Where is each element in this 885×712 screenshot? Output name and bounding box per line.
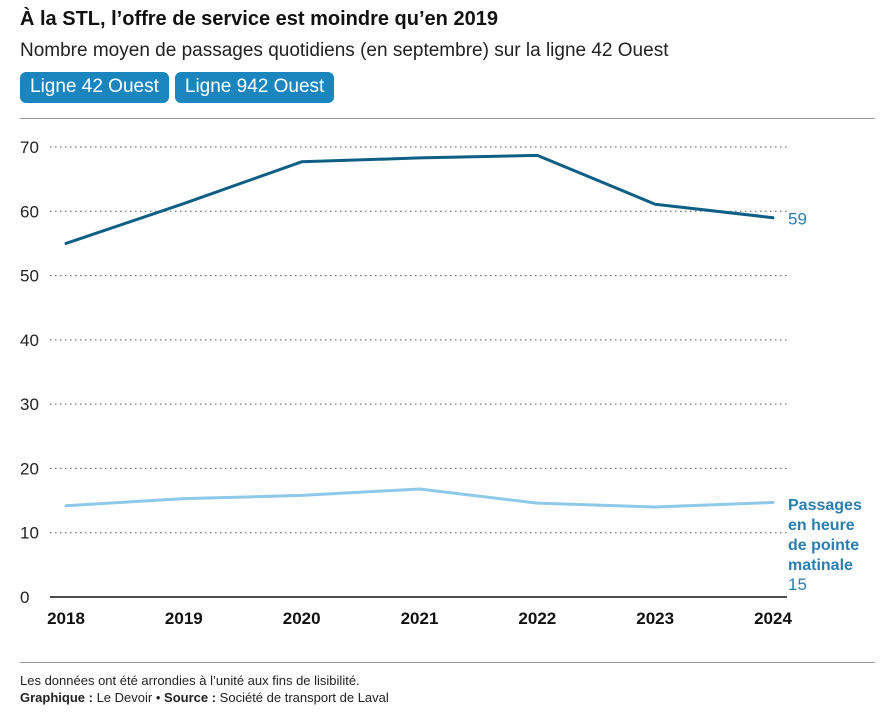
bottom-divider xyxy=(20,662,875,663)
series-1-label-line-2: de pointe xyxy=(788,537,859,554)
x-tick-label-2024: 2024 xyxy=(754,609,792,628)
y-tick-label-10: 10 xyxy=(20,524,39,543)
x-tick-label-2020: 2020 xyxy=(283,609,321,628)
source-value: Société de transport de Laval xyxy=(220,690,389,705)
graphique-label: Graphique : xyxy=(20,690,93,705)
y-tick-label-70: 70 xyxy=(20,138,39,157)
y-tick-label-60: 60 xyxy=(20,202,39,221)
series-0-end-label: 59 xyxy=(788,210,807,229)
credits-separator: • xyxy=(156,690,161,705)
chart-footer: Les données ont été arrondies à l’unité … xyxy=(20,672,389,706)
x-tick-label-2018: 2018 xyxy=(47,609,85,628)
y-tick-label-20: 20 xyxy=(20,459,39,478)
x-tick-label-2022: 2022 xyxy=(518,609,556,628)
x-tick-label-2019: 2019 xyxy=(165,609,203,628)
x-tick-label-2023: 2023 xyxy=(636,609,674,628)
series-1-label-line-0: Passages xyxy=(788,497,862,514)
series-line-0 xyxy=(66,155,773,243)
graphique-value: Le Devoir xyxy=(97,690,153,705)
footer-note: Les données ont été arrondies à l’unité … xyxy=(20,672,389,689)
series-line-1 xyxy=(66,489,773,507)
line-chart: 0 10 20 30 40 50 60 70 2018 2019 2020 2021 2022 2023 2… xyxy=(0,0,885,712)
series-1-label-line-1: en heure xyxy=(788,517,855,534)
y-tick-label-50: 50 xyxy=(20,267,39,286)
y-tick-label-0: 0 xyxy=(20,588,29,607)
footer-credits: Graphique : Le Devoir • Source : Société… xyxy=(20,689,389,706)
x-tick-label-2021: 2021 xyxy=(401,609,439,628)
series-1-label-line-3: matinale xyxy=(788,557,853,574)
y-tick-label-30: 30 xyxy=(20,395,39,414)
series-1-end-label: 15 xyxy=(788,575,807,594)
y-tick-label-40: 40 xyxy=(20,331,39,350)
source-label: Source : xyxy=(164,690,216,705)
